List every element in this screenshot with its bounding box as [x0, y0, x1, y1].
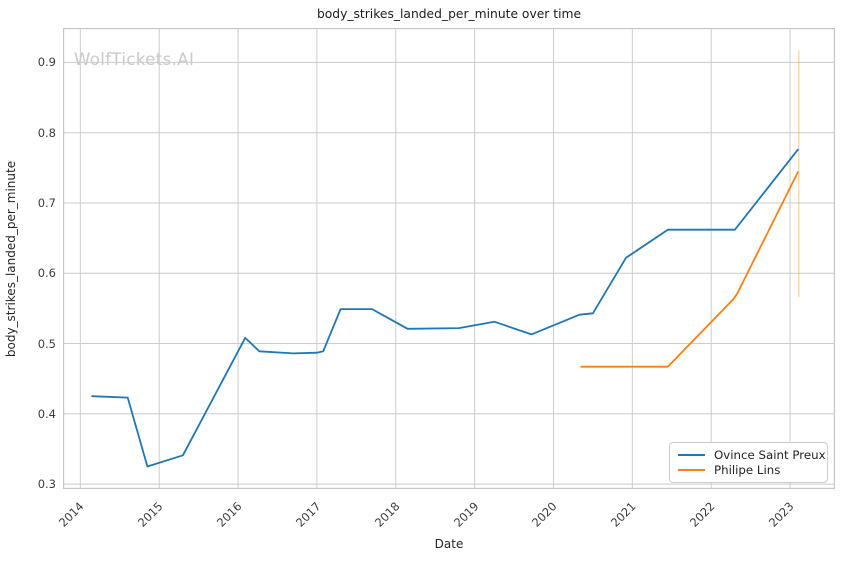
legend: Ovince Saint Preux Philipe Lins [669, 442, 828, 483]
y-axis-label: body_strikes_landed_per_minute [4, 160, 18, 358]
series-line-ovince-saint-preux [91, 148, 799, 468]
y-tick-label: 0.7 [37, 195, 56, 210]
y-tick-label: 0.4 [37, 406, 56, 421]
watermark: WolfTickets.AI [74, 50, 195, 69]
y-tick-label: 0.9 [37, 55, 56, 70]
y-tick-label: 0.6 [37, 266, 56, 281]
x-axis-label: Date [434, 537, 464, 551]
legend-entry-philipe-lins: Philipe Lins [678, 463, 821, 477]
legend-entry-ovince-saint-preux: Ovince Saint Preux [678, 448, 826, 462]
legend-line-swatch-blue [678, 453, 705, 456]
plot-area [63, 28, 835, 489]
y-tick-label: 0.5 [37, 336, 56, 351]
plot-canvas [63, 28, 835, 489]
plot-border [63, 28, 835, 489]
series-line-philipe-lins [580, 171, 799, 368]
chart-title: body_strikes_landed_per_minute over time [316, 7, 582, 21]
legend-label: Ovince Saint Preux [714, 447, 826, 462]
y-tick-label: 0.8 [37, 125, 56, 140]
legend-line-swatch-orange [678, 469, 705, 472]
y-tick-label: 0.3 [37, 477, 56, 492]
legend-label: Philipe Lins [714, 463, 781, 478]
